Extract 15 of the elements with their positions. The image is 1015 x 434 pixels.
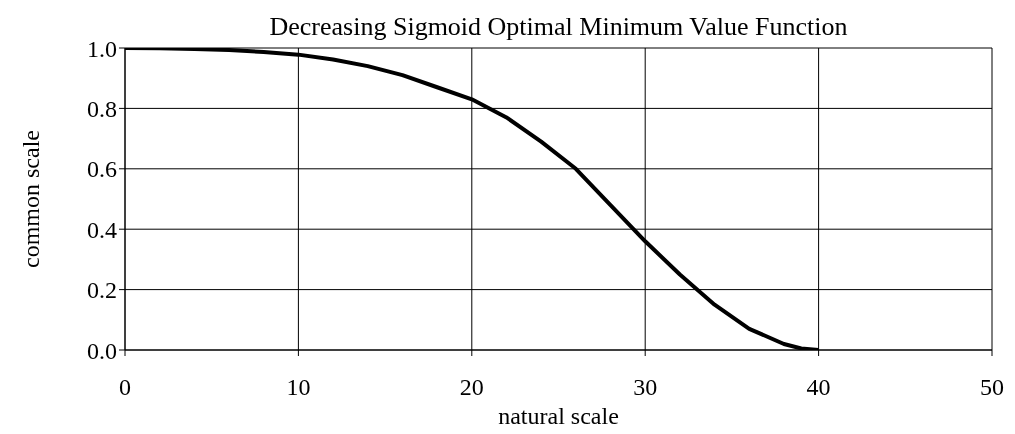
x-tick-label: 30 <box>633 374 658 401</box>
x-tick-label: 50 <box>980 374 1004 401</box>
x-tick-label: 0 <box>119 374 131 401</box>
y-tick-label: 0.2 <box>87 277 117 304</box>
x-tick-label: 40 <box>806 374 831 401</box>
x-tick-label: 10 <box>286 374 311 401</box>
y-tick-label: 0.4 <box>87 216 117 243</box>
y-tick-label: 0.6 <box>87 156 117 183</box>
y-tick-label: 1.0 <box>87 35 117 62</box>
y-tick-label: 0.8 <box>87 95 117 122</box>
y-tick-label: 0.0 <box>87 337 117 364</box>
x-tick-label: 20 <box>459 374 484 401</box>
x-axis-title: natural scale <box>498 403 619 429</box>
chart-title: Decreasing Sigmoid Optimal Minimum Value Function <box>268 12 849 42</box>
y-axis-title: common scale <box>17 130 44 268</box>
